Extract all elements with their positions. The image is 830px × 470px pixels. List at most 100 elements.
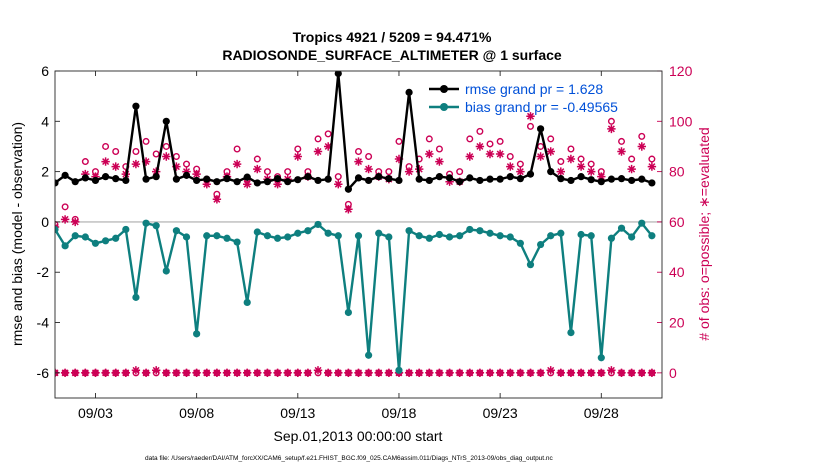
bias-point [385,233,393,241]
rmse-point [61,171,69,179]
obs_zero_evaluated-marker [455,368,464,377]
obs_evaluated-marker [485,149,495,159]
obs_evaluated-marker [71,217,80,227]
bias-point [81,233,89,241]
obs_evaluated-marker [91,172,100,181]
rmse-point [557,175,565,183]
rmse-point [344,185,352,193]
obs_evaluated-marker [516,167,525,176]
obs_zero_evaluated-marker [293,368,302,377]
obs_zero_evaluated-marker [313,366,323,375]
x-tick-label: 09/03 [78,405,113,421]
bias-point [395,366,403,374]
obs_evaluated-marker [465,152,474,161]
obs_evaluated-marker [172,162,181,171]
obs_zero_evaluated-marker [475,368,485,377]
y-left-tick-label: 6 [41,63,49,79]
rmse-point [617,175,626,183]
obs_zero_evaluated-marker [131,366,141,375]
bias-point [233,238,241,246]
obs_zero_evaluated-marker [597,368,606,377]
rmse-point [607,175,616,183]
rmse-point [354,174,363,182]
obs_zero_evaluated-marker [435,368,444,377]
obs_evaluated-marker [273,180,282,189]
obs_zero_evaluated-marker [60,368,70,377]
obs_evaluated-marker [394,154,404,164]
bias-point [263,232,272,240]
obs_zero_evaluated-marker [384,368,394,377]
obs_evaluated-marker [607,124,616,134]
obs_possible-marker [587,160,595,168]
obs_possible-marker [294,145,302,153]
obs_possible-marker [648,155,656,163]
obs_possible-marker [567,145,575,153]
bias-point [112,234,120,242]
obs_evaluated-marker [556,167,565,176]
bias-point [243,298,251,307]
rmse-point [223,175,231,183]
obs_possible-marker [466,135,474,143]
bias-point [506,233,514,241]
bias-point [193,330,201,338]
obs_evaluated-marker [526,112,535,121]
obs_zero_evaluated-marker [273,368,282,377]
bias-point [304,227,312,235]
rmse-point [526,170,535,178]
bias-point [122,225,130,234]
obs_possible-marker [385,168,393,176]
rmse-point [415,175,423,183]
rmse-point [213,178,221,186]
obs_evaluated-marker [404,167,414,176]
rmse-point [324,175,332,183]
bias-point [476,227,484,235]
obs_possible-marker [355,147,363,155]
x-tick-label: 09/28 [584,405,619,421]
obs_possible-marker [425,135,433,143]
rmse-point [587,176,595,184]
bias-point [526,261,535,269]
rmse-point [496,175,504,183]
obs_evaluated-marker [344,205,353,214]
rmse-point [132,102,140,110]
y-left-tick-label: 0 [41,214,49,230]
bias-point [567,329,575,337]
obs_zero_evaluated-marker [101,368,110,377]
legend-bias-marker [440,103,448,111]
rmse-point [375,173,383,181]
rmse-point [466,174,474,182]
bias-point [435,230,444,239]
bias-point [344,308,352,317]
bias-point [365,351,373,359]
bias-point [638,219,646,227]
bias-point [496,232,504,240]
bias-point [587,232,595,240]
rmse-point [597,178,605,186]
obs_zero_evaluated-marker [506,368,515,377]
y-right-tick-label: 0 [669,365,677,381]
obs_evaluated-marker [192,169,201,179]
obs_zero_evaluated-marker [526,368,535,377]
rmse-point [395,176,403,185]
obs_evaluated-marker [182,167,191,176]
obs_possible-marker [628,155,636,163]
bias-point [537,240,545,249]
bias-point [132,293,140,301]
bias-point [354,232,363,240]
rmse-point [516,175,524,183]
x-tick-label: 09/13 [280,405,315,421]
obs_zero_evaluated-marker [516,368,525,377]
obs_zero_evaluated-marker [587,368,596,377]
obs_zero_evaluated-marker [243,368,252,377]
bias-point [334,232,342,240]
bias-point [415,232,423,240]
y-left-tick-label: 4 [41,113,49,129]
bias-point [91,239,100,247]
obs_possible-marker [152,150,160,158]
bias-point [445,233,454,241]
chart-title-line2: RADIOSONDE_SURFACE_ALTIMETER @ 1 surface [222,47,562,63]
rmse-point [71,178,79,186]
y-axis-right-label: # of obs: o=possible; ∗=evaluated [696,127,712,340]
rmse-point [203,175,211,183]
obs_evaluated-marker [617,147,626,156]
